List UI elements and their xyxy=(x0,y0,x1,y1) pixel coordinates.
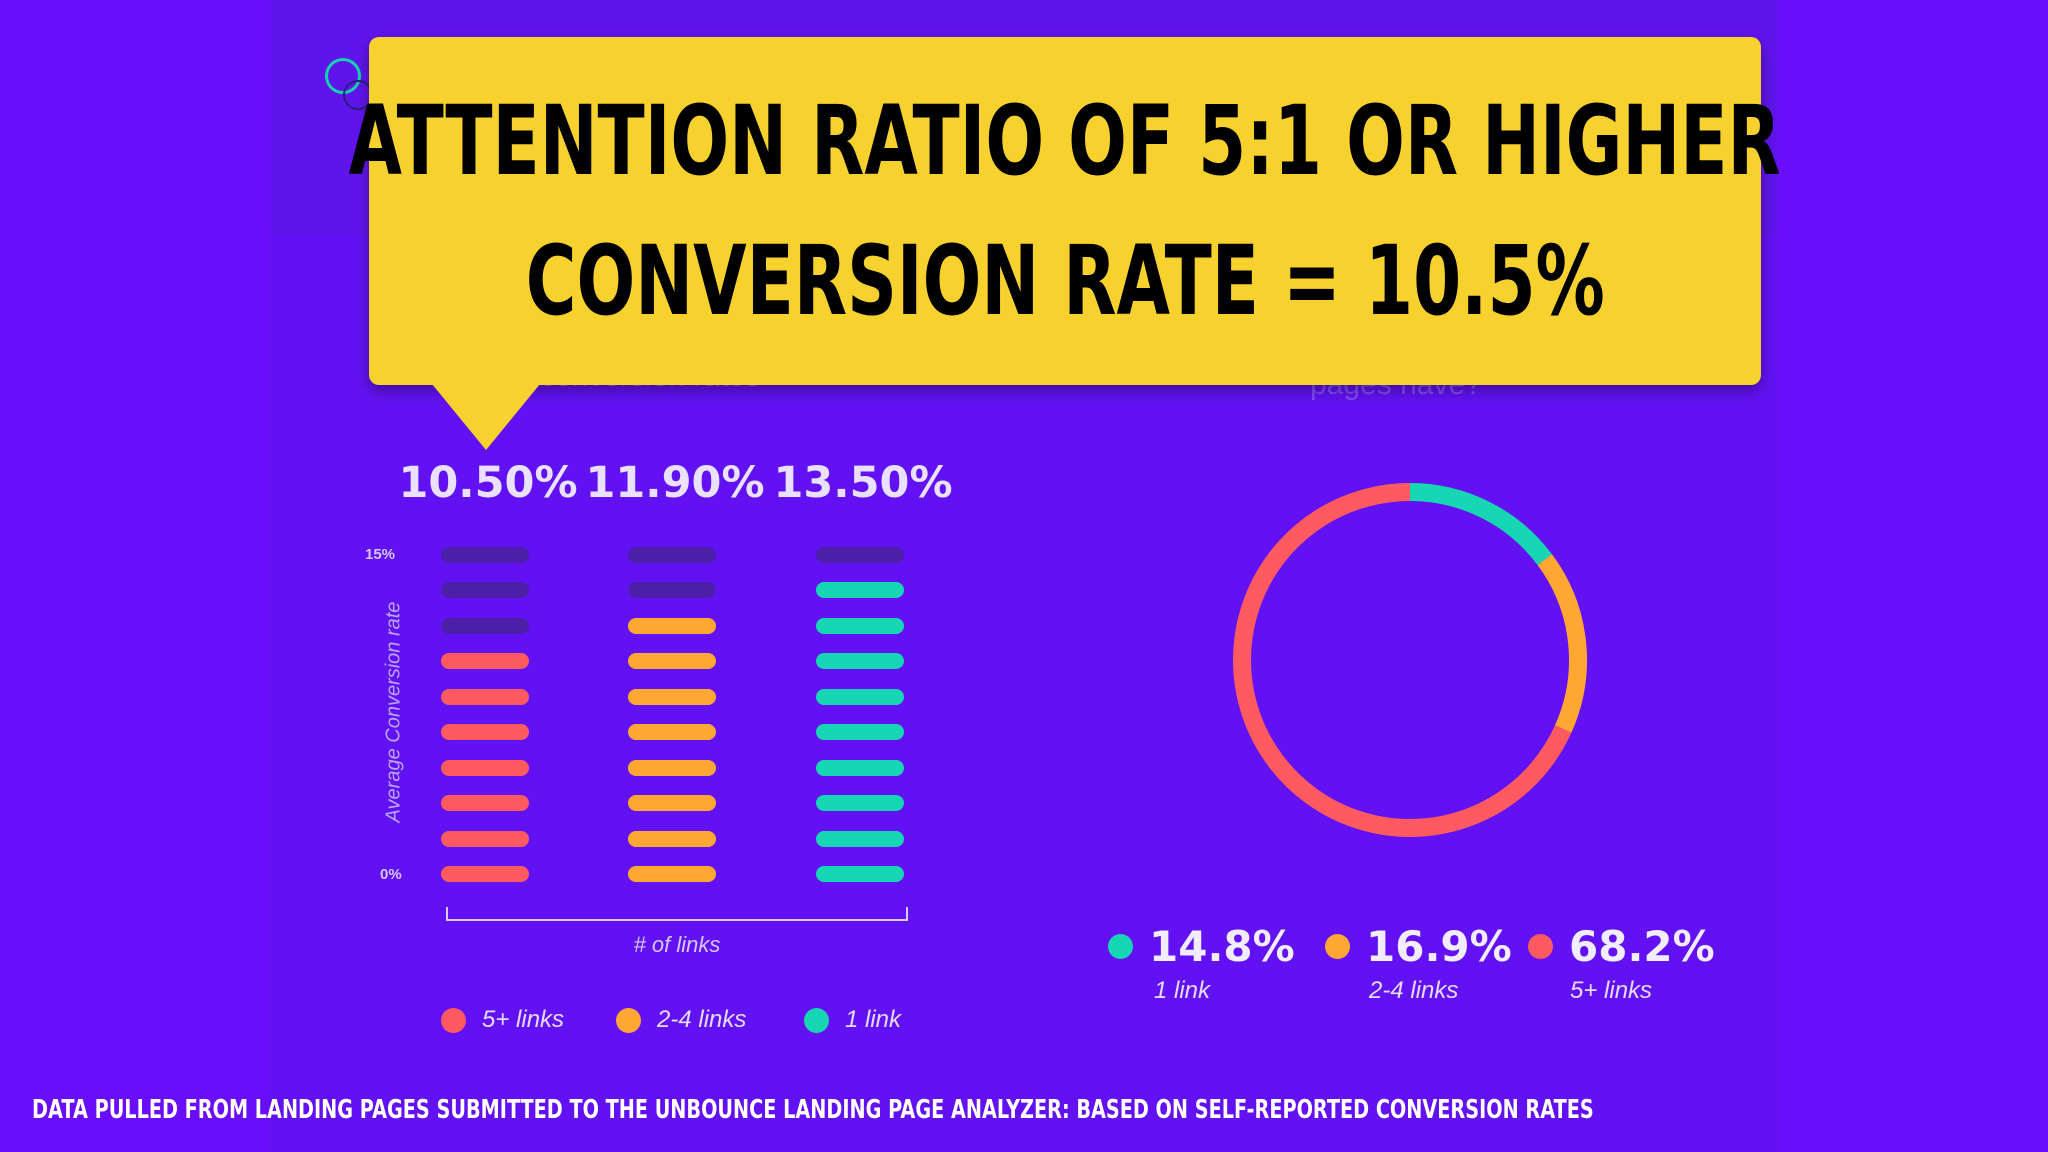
donut-value-1: 14.8% xyxy=(1149,922,1295,971)
bar-segment xyxy=(816,617,904,634)
bar-segment xyxy=(441,759,529,776)
bar-segment xyxy=(628,795,716,812)
legend-label-2to4: 2-4 links xyxy=(657,1006,747,1033)
donut-dot-orange xyxy=(1325,934,1350,959)
y-tick-top: 15% xyxy=(365,546,396,563)
bar-segment xyxy=(816,653,904,670)
bar-segment xyxy=(816,724,904,741)
bar-segment xyxy=(628,653,716,670)
x-axis-label: # of links xyxy=(633,932,721,957)
legend-label-5plus: 5+ links xyxy=(482,1006,565,1033)
donut-slice xyxy=(1409,483,1552,566)
donut-caption-5plus: 5+ links xyxy=(1570,977,1653,1004)
bar-value-label-2to4: 11.90% xyxy=(585,458,765,508)
donut-caption-2to4: 2-4 links xyxy=(1369,977,1459,1004)
y-tick-bottom: 0% xyxy=(380,866,402,883)
bar-segment xyxy=(628,582,716,599)
bar-segment xyxy=(441,830,529,847)
bar-segment xyxy=(441,866,529,882)
bar-segment xyxy=(628,688,716,705)
donut-dot-red xyxy=(1528,934,1553,959)
bar-segment xyxy=(816,582,904,599)
legend-label-1: 1 link xyxy=(845,1006,902,1033)
legend-dot-teal xyxy=(804,1007,829,1033)
donut-slice xyxy=(1537,554,1587,733)
bar-segment xyxy=(628,724,716,741)
bar-segment xyxy=(628,866,716,882)
legend-dot-red xyxy=(441,1007,466,1033)
bar-segment xyxy=(628,759,716,776)
donut-label-5plus: 68.2% 5+ links xyxy=(1528,922,1715,1005)
callout-banner: Attention ratio of 5:1 or higher Convers… xyxy=(349,37,1781,385)
bar-segment xyxy=(816,759,904,776)
bar-segment xyxy=(441,547,529,563)
donut-dot-teal xyxy=(1108,934,1133,959)
y-axis-label: Average Conversion rate xyxy=(382,601,405,823)
callout-line-1: Attention ratio of 5:1 or higher xyxy=(348,85,1782,197)
bar-segment xyxy=(816,688,904,705)
callout-line-2: Conversion rate = 10.5% xyxy=(525,225,1605,337)
bar-segment xyxy=(628,830,716,847)
donut-caption-1: 1 link xyxy=(1154,977,1211,1004)
donut-value-2to4: 16.9% xyxy=(1366,922,1512,971)
bar-segment xyxy=(816,830,904,847)
bar-segment xyxy=(816,866,904,882)
bar-segment xyxy=(441,582,529,599)
bar-segment xyxy=(441,617,529,634)
bar-segment xyxy=(441,795,529,812)
bar-segment xyxy=(441,688,529,705)
legend-dot-orange xyxy=(616,1007,641,1033)
bar-segment xyxy=(628,617,716,634)
legend-item-1: 1 link xyxy=(804,1006,901,1034)
donut-label-1: 14.8% 1 link xyxy=(1108,922,1295,1005)
donut-value-5plus: 68.2% xyxy=(1569,922,1715,971)
donut-slice xyxy=(1233,483,1572,837)
bar-segment xyxy=(441,653,529,670)
donut-label-2to4: 16.9% 2-4 links xyxy=(1325,922,1512,1005)
callout-pointer xyxy=(432,384,540,450)
bar-segment xyxy=(441,724,529,741)
donut-chart xyxy=(1233,483,1587,837)
footer-source-note: Data pulled from landing pages submitted… xyxy=(32,1095,1594,1125)
bar-segment xyxy=(628,547,716,563)
legend-item-2to4: 2-4 links xyxy=(616,1006,746,1034)
bar-segment xyxy=(816,547,904,563)
bar-value-label-5plus: 10.50% xyxy=(398,458,578,508)
legend-item-5plus: 5+ links xyxy=(441,1006,564,1034)
bar-segment xyxy=(816,795,904,812)
x-axis-bracket xyxy=(446,907,908,921)
bar-value-label-1: 13.50% xyxy=(773,458,953,508)
